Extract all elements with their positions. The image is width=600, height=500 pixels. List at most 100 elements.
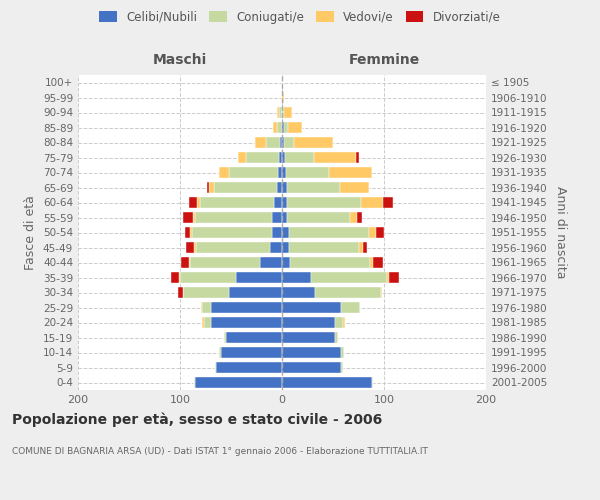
Bar <box>192 226 272 238</box>
Bar <box>171 272 179 283</box>
Bar <box>189 256 190 268</box>
Bar <box>219 346 221 358</box>
Bar <box>229 166 278 178</box>
Bar <box>383 196 393 208</box>
Bar <box>282 166 286 178</box>
Bar <box>361 196 383 208</box>
Bar <box>358 212 362 224</box>
Bar <box>209 182 214 194</box>
Bar <box>197 196 200 208</box>
Bar <box>294 136 333 148</box>
Bar <box>335 332 338 344</box>
Bar <box>211 302 282 314</box>
Bar <box>277 106 279 118</box>
Bar <box>376 226 384 238</box>
Bar <box>206 182 209 194</box>
Bar <box>282 242 289 254</box>
Bar <box>247 152 279 164</box>
Bar <box>180 272 236 283</box>
Bar <box>277 182 282 194</box>
Bar <box>211 316 282 328</box>
Bar <box>236 272 282 283</box>
Bar <box>311 272 387 283</box>
Text: COMUNE DI BAGNARIA ARSA (UD) - Dati ISTAT 1° gennaio 2006 - Elaborazione TUTTITA: COMUNE DI BAGNARIA ARSA (UD) - Dati ISTA… <box>12 448 428 456</box>
Bar <box>272 226 282 238</box>
Bar <box>282 106 284 118</box>
Bar <box>287 212 350 224</box>
Bar <box>282 286 314 298</box>
Bar <box>288 122 302 134</box>
Bar <box>256 136 266 148</box>
Bar <box>329 166 372 178</box>
Bar <box>273 122 277 134</box>
Bar <box>282 92 284 104</box>
Bar <box>178 286 183 298</box>
Bar <box>282 196 287 208</box>
Bar <box>356 152 359 164</box>
Bar <box>183 286 229 298</box>
Bar <box>179 272 180 283</box>
Bar <box>216 362 282 374</box>
Bar <box>381 286 382 298</box>
Text: Maschi: Maschi <box>153 53 207 67</box>
Bar <box>282 136 284 148</box>
Bar <box>282 316 335 328</box>
Text: Femmine: Femmine <box>349 53 419 67</box>
Bar <box>282 212 287 224</box>
Bar <box>370 256 373 268</box>
Bar <box>282 362 341 374</box>
Bar <box>389 272 400 283</box>
Bar <box>359 242 362 254</box>
Bar <box>289 242 359 254</box>
Bar <box>270 242 282 254</box>
Bar <box>282 256 290 268</box>
Bar <box>340 182 369 194</box>
Bar <box>314 152 356 164</box>
Bar <box>285 152 314 164</box>
Bar <box>314 286 381 298</box>
Bar <box>280 136 282 148</box>
Bar <box>202 316 205 328</box>
Bar <box>224 332 226 344</box>
Bar <box>282 182 287 194</box>
Bar <box>287 182 340 194</box>
Bar <box>284 106 292 118</box>
Bar <box>196 242 270 254</box>
Bar <box>190 226 192 238</box>
Bar <box>219 166 229 178</box>
Bar <box>341 346 344 358</box>
Bar <box>229 286 282 298</box>
Bar <box>202 302 211 314</box>
Bar <box>181 256 189 268</box>
Bar <box>287 196 361 208</box>
Bar <box>387 272 389 283</box>
Bar <box>335 316 343 328</box>
Bar <box>194 376 196 388</box>
Bar <box>282 332 335 344</box>
Bar <box>266 136 280 148</box>
Bar <box>369 226 376 238</box>
Text: Popolazione per età, sesso e stato civile - 2006: Popolazione per età, sesso e stato civil… <box>12 412 382 427</box>
Bar <box>282 346 341 358</box>
Bar <box>260 256 282 268</box>
Bar <box>196 212 272 224</box>
Bar <box>214 182 277 194</box>
Bar <box>362 242 367 254</box>
Bar <box>183 212 193 224</box>
Bar <box>205 316 211 328</box>
Y-axis label: Fasce di età: Fasce di età <box>25 195 37 270</box>
Bar <box>196 376 282 388</box>
Bar <box>200 196 274 208</box>
Bar <box>282 376 372 388</box>
Bar <box>190 256 260 268</box>
Legend: Celibi/Nubili, Coniugati/e, Vedovi/e, Divorziati/e: Celibi/Nubili, Coniugati/e, Vedovi/e, Di… <box>95 6 505 28</box>
Y-axis label: Anni di nascita: Anni di nascita <box>554 186 567 279</box>
Bar <box>282 302 341 314</box>
Bar <box>238 152 247 164</box>
Bar <box>282 152 285 164</box>
Bar <box>185 226 190 238</box>
Bar <box>277 122 282 134</box>
Bar <box>189 196 197 208</box>
Bar <box>226 332 282 344</box>
Bar <box>284 136 294 148</box>
